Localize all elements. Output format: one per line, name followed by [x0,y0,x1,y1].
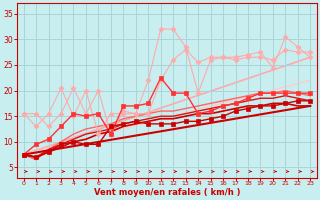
X-axis label: Vent moyen/en rafales ( km/h ): Vent moyen/en rafales ( km/h ) [94,188,240,197]
